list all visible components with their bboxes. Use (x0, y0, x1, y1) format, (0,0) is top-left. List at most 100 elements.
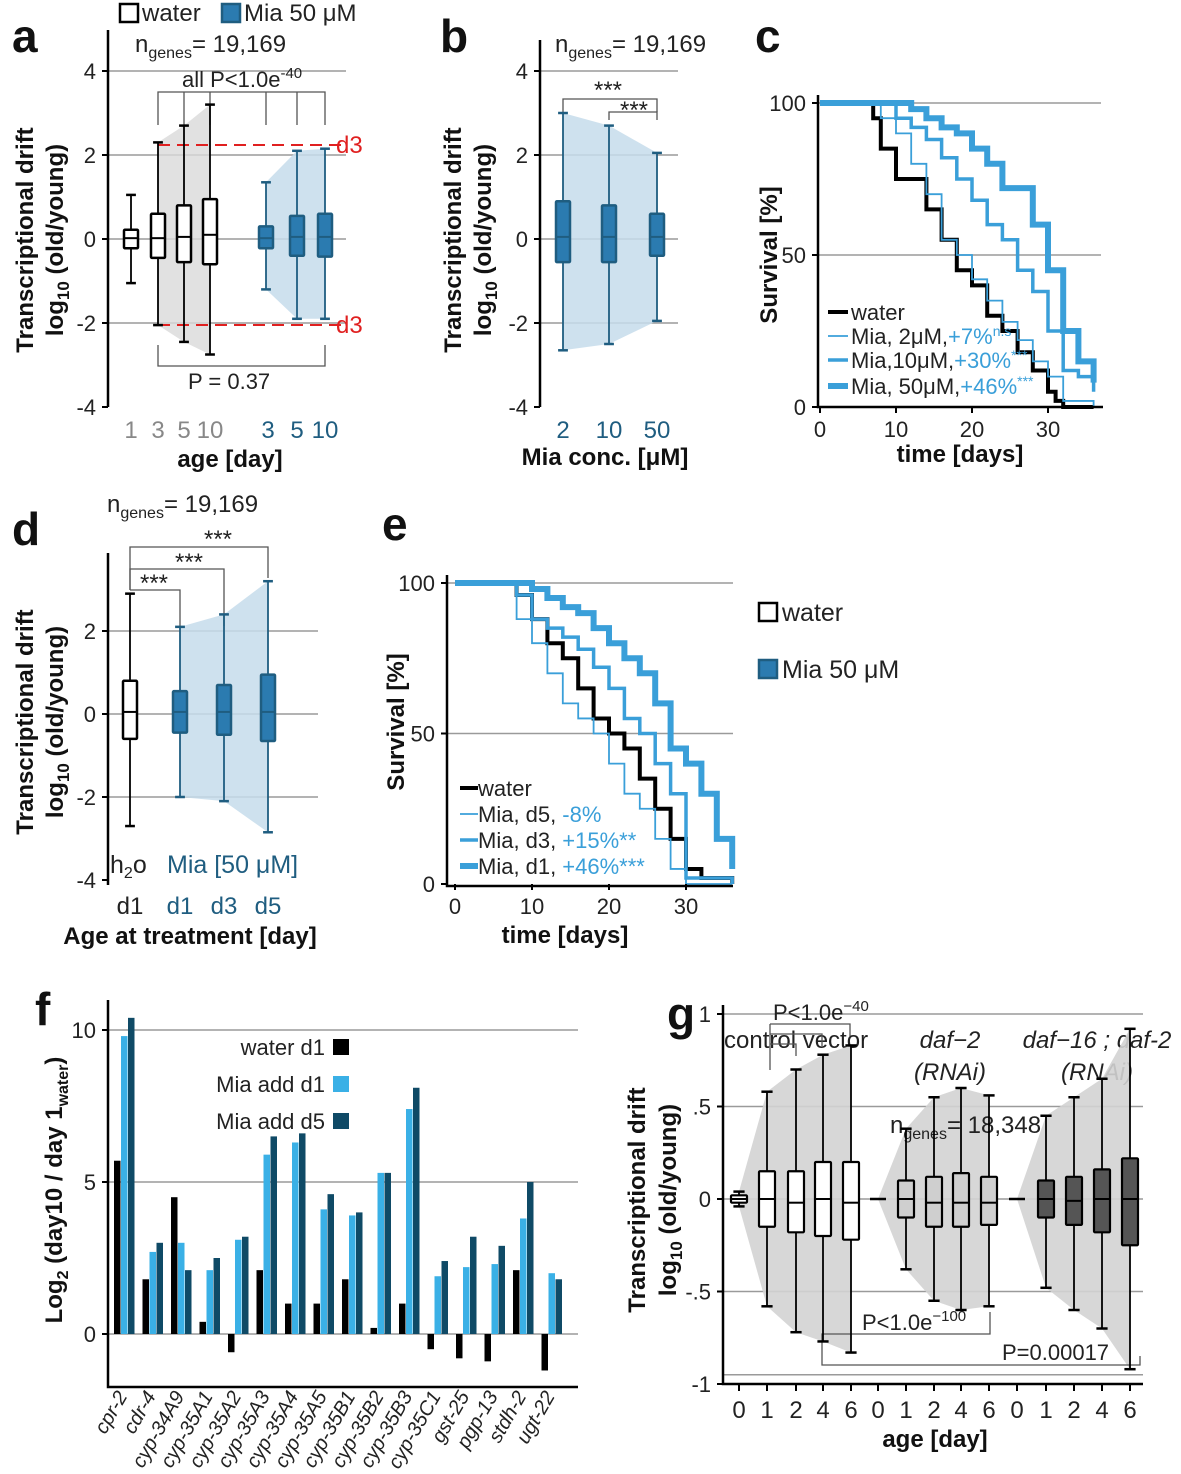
a-xtick-3: 10 (197, 417, 224, 444)
pval-bottom-a: P = 0.37 (188, 369, 270, 394)
legend-label-mia: Mia 50 μM (244, 0, 357, 27)
bars-f (114, 1017, 562, 1371)
pval-bracket-bottom-a (157, 345, 326, 367)
panel-label-f: f (35, 983, 51, 1035)
e-xtick-3: 30 (674, 894, 698, 919)
c-xtick-1: 10 (884, 417, 908, 442)
g-xtick-1: 1 (760, 1397, 773, 1424)
g-ytick-label-0: 1 (699, 1002, 711, 1027)
survival-curves-e (455, 580, 736, 885)
bar-cyp-35A2-Mia-add-d1 (235, 1239, 242, 1334)
legend-label-water-d1: water d1 (240, 1035, 325, 1060)
ngenes-label-b: ngenes= 19,169 (555, 31, 706, 62)
bar-cyp-35B2-Mia-add-d5 (384, 1172, 391, 1334)
x-ticks-e: 0 10 20 30 (449, 884, 698, 919)
f-ytick-label-1: 5 (84, 1170, 96, 1195)
g-xtick-5: 0 (871, 1397, 884, 1424)
bar-ugt-22-Mia-add-d5 (555, 1279, 562, 1334)
box-b-10 (600, 124, 618, 346)
a-xtick-2: 5 (177, 417, 190, 444)
g-ytick-label-4: -1 (691, 1372, 711, 1397)
d-ytick-label-0: 2 (84, 619, 96, 644)
bar-gst-25-Mia-add-d5 (470, 1236, 477, 1334)
box-g-0-4-body (841, 1160, 861, 1241)
sig-bracket-outer-b (562, 98, 658, 112)
box-d-3-body (259, 673, 277, 743)
e-ytick-label-0: 100 (398, 571, 435, 596)
x-axis-title-a: age [day] (177, 446, 282, 473)
x-ticks-b: 2 10 50 (556, 417, 670, 444)
box-b-50-body (648, 212, 666, 258)
ngenes-label-a: ngenes= 19,169 (135, 31, 286, 62)
bar-cyp-35A5-water-d1 (313, 1303, 320, 1334)
side-legend-label-water: water (781, 599, 843, 627)
y-axis-subtitle-a: log10 (old/young) (42, 144, 73, 336)
box-a-water-10 (201, 103, 219, 356)
box-g-0-2 (786, 1068, 806, 1334)
x-axis-title-b: Mia conc. [μM] (522, 444, 689, 471)
g-xtick-11: 1 (1039, 1397, 1052, 1424)
bar-cyp-35A5-Mia-add-d5 (327, 1194, 334, 1334)
h2o-label-d: h2o (110, 851, 147, 882)
x-axis-title-g: age [day] (882, 1426, 987, 1453)
ngenes-label-g: ngenes= 18,348 (890, 1112, 1041, 1143)
bar-ugt-22-water-d1 (541, 1334, 548, 1371)
bar-gst-25-Mia-add-d1 (463, 1267, 470, 1334)
y-axis-title-f: Log2 (day10 / day 1water) (41, 1057, 72, 1324)
legend-swatch-mia-add-d1 (333, 1076, 349, 1092)
ngenes-label-d: ngenes= 19,169 (107, 491, 258, 522)
y-ticks-e: 100 50 0 (398, 571, 447, 897)
box-g-2-4 (1120, 1027, 1140, 1371)
bar-cyp-34A9-water-d1 (171, 1197, 178, 1334)
box-a-mia-10 (316, 147, 334, 321)
c-curve-2 (820, 101, 1096, 392)
bar-stdh-2-Mia-add-d1 (520, 1218, 527, 1334)
bar-cyp-35A3-Mia-add-d5 (270, 1136, 277, 1334)
c-xtick-3: 30 (1036, 417, 1060, 442)
pval-bracket-control (769, 1023, 851, 1070)
sig-stars-d1: *** (140, 570, 168, 597)
b-xtick-0: 2 (556, 417, 569, 444)
pval-label-daf16: P=0.00017 (1002, 1340, 1109, 1365)
group-label-daf16-daf2: daf−16 ; daf-2 (1023, 1027, 1172, 1054)
y-axis-title-d: Transcriptional drift (12, 609, 39, 834)
bar-cyp-35A2-water-d1 (228, 1334, 235, 1353)
bar-cyp-34A9-Mia-add-d1 (178, 1242, 185, 1334)
y-ticks-g: 1 .5 0 -.5 -1 (685, 1002, 723, 1397)
g-xtick-8: 4 (954, 1397, 967, 1424)
legend-f: water d1 Mia add d1 Mia add d5 (216, 1035, 349, 1134)
g-xtick-12: 2 (1067, 1397, 1080, 1424)
legend-swatch-mia (220, 2, 242, 24)
pval-top-a: all P<1.0e-40 (182, 65, 302, 92)
panel-label-d: d (12, 503, 40, 555)
legend-label-mia2-c: Mia, 2μM,+7%n.s (851, 323, 1011, 349)
y-ticks-d: 2 0 -2 -4 (76, 619, 108, 893)
bar-cpr-2-Mia-add-d1 (121, 1036, 128, 1334)
box-g-2-1 (1036, 1114, 1056, 1290)
bar-cyp-35B1-Mia-add-d5 (356, 1212, 363, 1334)
a-xtick-0: 1 (124, 417, 137, 444)
box-a-mia-5-body (288, 214, 306, 258)
sig-stars-outer-b: *** (594, 77, 622, 104)
legend-swatch-water-d1 (333, 1039, 349, 1055)
sig-bracket-d1 (130, 589, 181, 626)
sig-bracket-d3 (129, 568, 225, 626)
bar-cpr-2-Mia-add-d5 (128, 1017, 135, 1334)
pval-bracket-top-a (157, 91, 326, 125)
e-curve-1 (455, 582, 733, 885)
legend-swatch-water (118, 2, 140, 24)
x-ticks-f: cpr-2cdr-4cyp-34A9cyp-35A1cyp-35A2cyp-35… (91, 1387, 560, 1473)
panel-label-g: g (667, 988, 695, 1040)
panel-label-e: e (382, 498, 408, 550)
bar-cyp-35A1-water-d1 (199, 1321, 206, 1334)
g-xtick-14: 6 (1123, 1397, 1136, 1424)
bar-cyp-35B1-water-d1 (342, 1279, 349, 1334)
bar-cyp-35A1-Mia-add-d1 (206, 1270, 213, 1334)
box-d-2-body (215, 683, 233, 737)
bar-cyp-35B3-water-d1 (399, 1303, 406, 1334)
bar-cpr-2-water-d1 (114, 1160, 121, 1334)
panel-label-a: a (12, 10, 38, 62)
y-axis-title-c: Survival [%] (756, 186, 783, 323)
y-ticks-b: 4 2 0 -2 -4 (508, 59, 540, 420)
